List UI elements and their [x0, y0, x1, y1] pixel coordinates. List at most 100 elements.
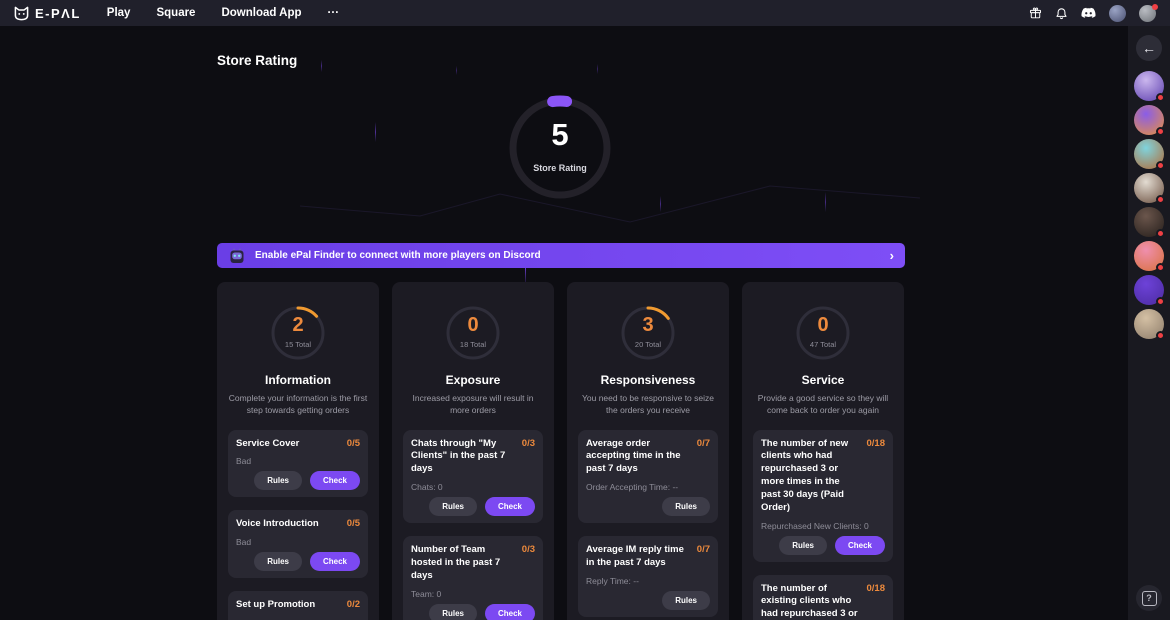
rail-avatar-6[interactable] [1134, 241, 1165, 272]
item-status: Team: 0 [411, 588, 442, 599]
epal-finder-banner[interactable]: Enable ePal Finder to connect with more … [217, 243, 905, 268]
check-button[interactable]: Check [309, 471, 360, 491]
card-score: 3 [642, 314, 654, 336]
rail-avatar-8[interactable] [1134, 309, 1165, 340]
rules-button[interactable]: Rules [429, 603, 477, 620]
nav-link-play[interactable]: Play [106, 7, 131, 19]
rules-button[interactable]: Rules [662, 497, 710, 517]
rules-button[interactable]: Rules [662, 590, 710, 610]
item-header: Set up Promotion 0/2 [236, 599, 360, 612]
top-navbar: E-PΛL Play Square Download App ··· [0, 0, 1170, 26]
rail-avatar-1[interactable] [1134, 71, 1165, 102]
card-title: Information [265, 373, 331, 387]
notification-dot [1156, 263, 1165, 272]
item-title: Average IM reply time in the past 7 days [586, 544, 684, 568]
chevron-right-icon: › [889, 248, 894, 263]
item-header: Service Cover 0/5 [236, 438, 360, 451]
nav-link-square[interactable]: Square [156, 7, 196, 19]
notification-dot [1156, 229, 1165, 238]
epal-logo[interactable]: E-PΛL [14, 6, 81, 21]
card-total: 15 Total [284, 340, 312, 349]
check-button[interactable]: Check [484, 603, 535, 620]
rating-card-information: 2 15 Total Information Complete your inf… [217, 282, 379, 620]
store-rating-gauge: 5 Store Rating [505, 93, 615, 203]
rail-avatar-2[interactable] [1134, 105, 1165, 136]
rail-avatar-3[interactable] [1134, 139, 1165, 170]
item-buttons: Rules Check [761, 535, 885, 555]
card-item: Average IM reply time in the past 7 days… [578, 536, 718, 617]
nav-link-download-app[interactable]: Download App [221, 7, 302, 19]
cat-logo-icon [14, 6, 29, 20]
rail-avatar-list [1134, 71, 1165, 340]
item-score: 0/3 [521, 544, 535, 556]
decor-tick [375, 122, 376, 142]
rules-button[interactable]: Rules [429, 497, 477, 517]
card-score: 2 [292, 314, 304, 336]
item-buttons: Rules Check [411, 603, 535, 620]
card-total: 47 Total [809, 340, 837, 349]
nav-right [1029, 3, 1158, 22]
item-status: Incomplete [236, 618, 360, 620]
decor-tick [456, 66, 457, 75]
check-button[interactable]: Check [309, 552, 360, 572]
item-status: Order Accepting Time: -- [586, 482, 679, 493]
card-total: 20 Total [634, 340, 662, 349]
card-total: 18 Total [459, 340, 487, 349]
item-header: Chats through "My Clients" in the past 7… [411, 438, 535, 476]
check-button[interactable]: Check [484, 497, 535, 517]
card-item: Average order accepting time in the past… [578, 429, 718, 524]
item-buttons: Rules Check [236, 471, 360, 491]
nav-link--[interactable]: ··· [327, 7, 340, 19]
card-item: The number of new clients who had repurc… [753, 429, 893, 562]
item-score: 0/5 [346, 518, 360, 530]
item-header: Voice Introduction 0/5 [236, 518, 360, 531]
rules-button[interactable]: Rules [254, 471, 302, 491]
discord-icon[interactable] [1081, 7, 1096, 19]
card-description: Complete your information is the first s… [228, 393, 368, 416]
card-gauge: 3 20 Total [620, 305, 676, 361]
page-title: Store Rating [217, 53, 298, 68]
rating-card-responsiveness: 3 20 Total Responsiveness You need to be… [567, 282, 729, 620]
item-score: 0/5 [346, 437, 360, 449]
item-score: 0/2 [346, 599, 360, 611]
rating-cards: 2 15 Total Information Complete your inf… [217, 282, 904, 620]
card-score: 0 [467, 314, 479, 336]
item-score: 0/18 [866, 582, 886, 594]
item-buttons: Rules Check [411, 497, 535, 517]
collapse-rail-button[interactable]: ← [1136, 35, 1162, 61]
decor-tick [321, 60, 322, 72]
item-header: Average order accepting time in the past… [586, 438, 710, 476]
rules-button[interactable]: Rules [254, 552, 302, 572]
card-item: The number of existing clients who had r… [753, 574, 893, 620]
main-content: Store Rating 5 Store Rating Enable ePal … [0, 26, 1128, 620]
card-score: 0 [817, 314, 829, 336]
item-title: Set up Promotion [236, 599, 316, 611]
rail-avatar-7[interactable] [1134, 275, 1165, 306]
item-status: Bad [236, 456, 252, 467]
help-button[interactable]: ? [1136, 585, 1162, 611]
item-title: The number of existing clients who had r… [761, 582, 858, 620]
notification-dot [1152, 3, 1158, 10]
chat-rail: ← ? [1128, 26, 1170, 620]
user-avatar-notified[interactable] [1139, 3, 1158, 22]
gift-icon[interactable] [1029, 7, 1042, 20]
card-item: Chats through "My Clients" in the past 7… [403, 429, 543, 524]
rules-button[interactable]: Rules [779, 535, 827, 555]
notification-dot [1156, 297, 1165, 306]
brand-text: E-PΛL [35, 5, 81, 21]
decor-tick [825, 192, 826, 212]
item-buttons: Rules [586, 590, 710, 610]
card-title: Responsiveness [600, 373, 696, 387]
rail-avatar-5[interactable] [1134, 207, 1165, 238]
item-header: Number of Team hosted in the past 7 days… [411, 544, 535, 582]
item-score: 0/3 [521, 437, 535, 449]
rail-avatar-4[interactable] [1134, 173, 1165, 204]
card-title: Exposure [445, 373, 501, 387]
bell-icon[interactable] [1055, 7, 1068, 20]
notification-dot [1156, 195, 1165, 204]
item-title: Voice Introduction [236, 518, 319, 530]
check-button[interactable]: Check [834, 535, 885, 555]
card-item: Service Cover 0/5 Bad Rules Check [228, 429, 368, 498]
notification-dot [1156, 93, 1165, 102]
user-avatar[interactable] [1109, 4, 1126, 22]
